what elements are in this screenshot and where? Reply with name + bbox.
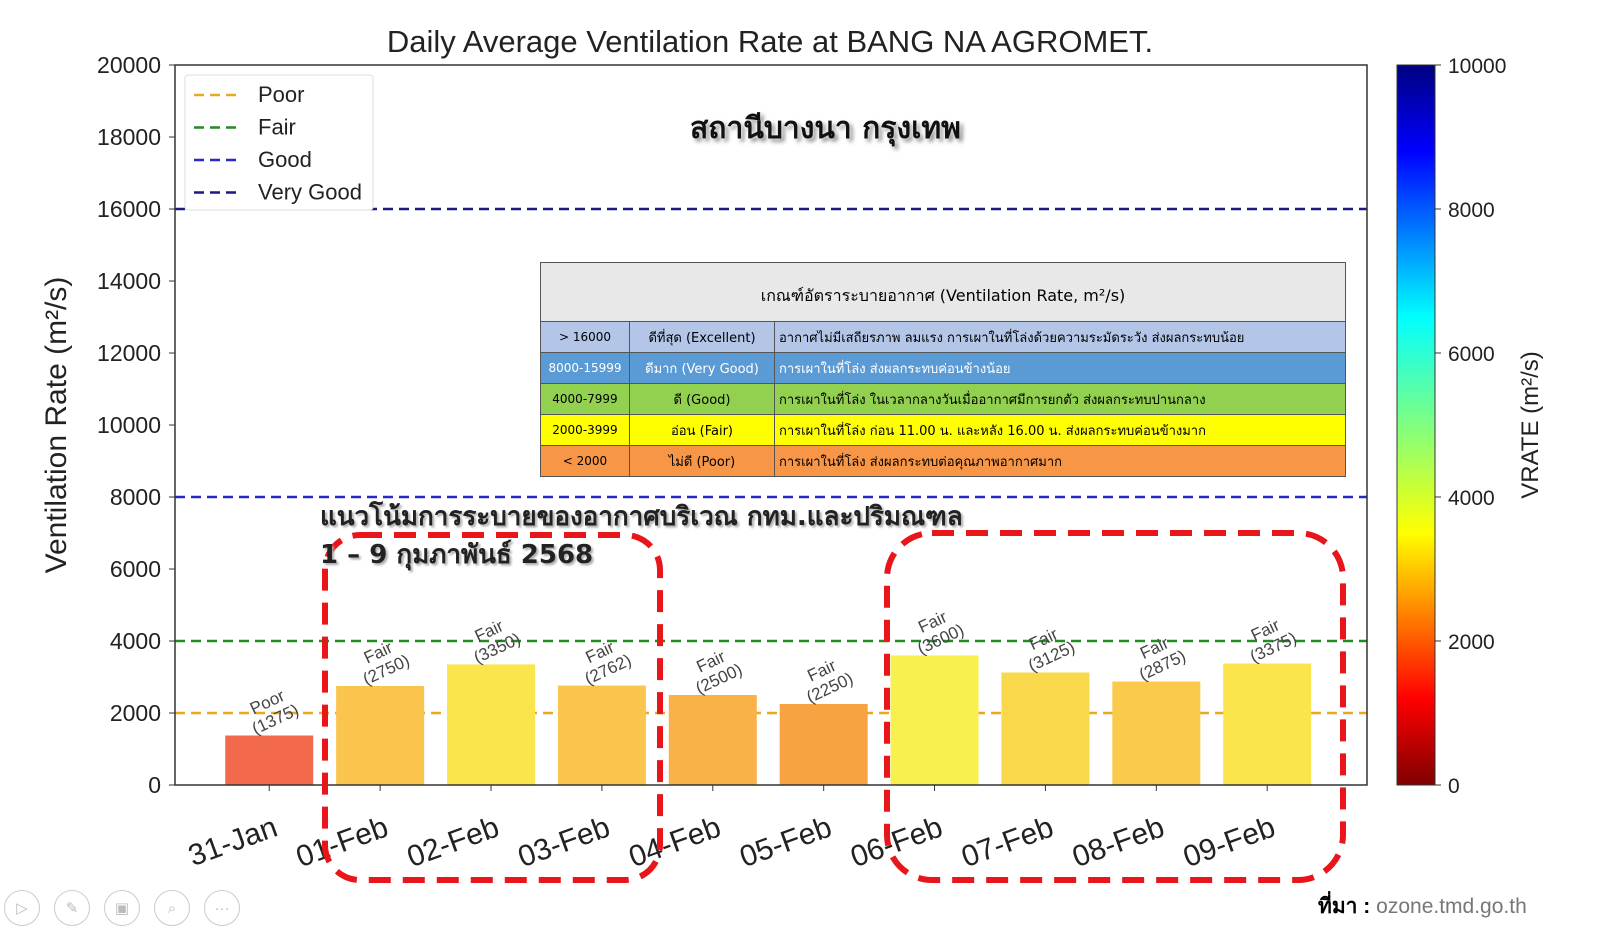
y-tick-label: 12000 (97, 340, 161, 366)
legend: Poor Fair Good Very Good (184, 74, 374, 211)
criteria-row: 2000-3999 อ่อน (Fair) การเผาในที่โล่ง ก่อน… (540, 414, 1346, 446)
x-tick-label: 01-Feb (292, 811, 393, 875)
y-axis-label: Ventilation Rate (m²/s) (40, 277, 73, 574)
bar (1223, 663, 1312, 785)
bar-label: Poor(1375) (241, 683, 302, 738)
y-tick-label: 2000 (110, 700, 161, 726)
y-tick-label: 0 (148, 772, 161, 798)
bar (779, 704, 868, 785)
colorbar-tick-label: 2000 (1448, 631, 1495, 654)
more-icon[interactable]: ··· (204, 890, 240, 926)
legend-label: Fair (258, 115, 296, 140)
x-tick-label: 07-Feb (957, 811, 1058, 875)
y-tick-label: 8000 (110, 484, 161, 510)
criteria-range: 4000-7999 (540, 383, 630, 415)
chart-title: Daily Average Ventilation Rate at BANG N… (387, 24, 1153, 59)
colorbar-tick-label: 0 (1448, 775, 1460, 798)
criteria-desc: การเผาในที่โล่ง ส่งผลกระทบต่อคุณภาพอากาศ… (774, 445, 1346, 477)
bar (557, 685, 646, 785)
bar (1112, 681, 1201, 785)
colorbar-tick-label: 10000 (1448, 55, 1506, 78)
y-tick-label: 4000 (110, 628, 161, 654)
bar-label: Fair(3600) (906, 603, 967, 658)
criteria-table: เกณฑ์อัตราระบายอากาศ (Ventilation Rate, … (540, 262, 1346, 477)
highlight-box-1 (322, 532, 663, 883)
trend-text-line1: แนวโน้มการระบายของอากาศบริเวณ กทม.และปริ… (320, 502, 963, 532)
x-tick-label: 05-Feb (735, 811, 836, 875)
legend-label: Good (258, 147, 312, 172)
criteria-range: < 2000 (540, 445, 630, 477)
slideshow-toolbar: ▷ ✎ ▣ ⌕ ··· (4, 890, 240, 926)
criteria-level: ดีมาก (Very Good) (629, 352, 775, 384)
bar-label: Fair(3375) (1239, 611, 1300, 666)
bar-label: Fair(3125) (1017, 620, 1078, 675)
x-tick-label: 09-Feb (1179, 811, 1280, 875)
highlight-box-2 (884, 530, 1346, 883)
bar (225, 735, 314, 785)
criteria-level: ดี (Good) (629, 383, 775, 415)
bar-label: Fair(2250) (795, 652, 856, 707)
y-tick-label: 16000 (97, 196, 161, 222)
bar (1001, 672, 1090, 785)
bar (890, 655, 979, 785)
trend-text-line2: 1 – 9 กุมภาพันธ์ 2568 (320, 540, 594, 570)
criteria-row: 4000-7999 ดี (Good) การเผาในที่โล่ง ในเวลา… (540, 383, 1346, 415)
criteria-row: > 16000 ดีที่สุด (Excellent) อากาศไม่มีเสถ… (540, 321, 1346, 353)
criteria-range: > 16000 (540, 321, 630, 353)
pen-icon[interactable]: ✎ (54, 890, 90, 926)
criteria-level: ไม่ดี (Poor) (629, 445, 775, 477)
bar-label: Fair(3350) (463, 612, 524, 667)
criteria-desc: อากาศไม่มีเสถียรภาพ ลมแรง การเผาในที่โล่… (774, 321, 1346, 353)
legend-label: Poor (258, 82, 304, 107)
y-tick-label: 6000 (110, 556, 161, 582)
x-tick-label: 04-Feb (625, 811, 726, 875)
bar (447, 664, 536, 785)
zoom-icon[interactable]: ⌕ (154, 890, 190, 926)
colorbar-tick-label: 6000 (1448, 343, 1495, 366)
criteria-level: อ่อน (Fair) (629, 414, 775, 446)
bar (336, 686, 425, 785)
plot-frame (174, 64, 1368, 786)
y-tick-label: 10000 (97, 412, 161, 438)
criteria-range: 2000-3999 (540, 414, 630, 446)
source-url: ozone.tmd.go.th (1376, 895, 1527, 918)
y-tick-label: 20000 (97, 52, 161, 78)
criteria-desc: การเผาในที่โล่ง ส่งผลกระทบค่อนข้างน้อย (774, 352, 1346, 384)
criteria-desc: การเผาในที่โล่ง ก่อน 11.00 น. และหลัง 16… (774, 414, 1346, 446)
x-tick-label: 02-Feb (403, 811, 504, 875)
x-tick-label: 31-Jan (184, 811, 281, 873)
bar-label: Fair(2875) (1128, 629, 1189, 684)
play-icon[interactable]: ▷ (4, 890, 40, 926)
y-tick-label: 18000 (97, 124, 161, 150)
criteria-level: ดีที่สุด (Excellent) (629, 321, 775, 353)
y-tick-label: 14000 (97, 268, 161, 294)
slides-icon[interactable]: ▣ (104, 890, 140, 926)
source-label: ที่มา : (1318, 895, 1371, 918)
source-note: ที่มา : ozone.tmd.go.th (1318, 890, 1527, 923)
criteria-desc: การเผาในที่โล่ง ในเวลากลางวันเมื่ออากาศม… (774, 383, 1346, 415)
legend-label: Very Good (258, 180, 362, 205)
colorbar-tick-label: 4000 (1448, 487, 1495, 510)
bar (668, 695, 757, 785)
colorbar-tick-label: 8000 (1448, 199, 1495, 222)
criteria-header: เกณฑ์อัตราระบายอากาศ (Ventilation Rate, … (540, 262, 1346, 322)
criteria-row: < 2000 ไม่ดี (Poor) การเผาในที่โล่ง ส่งผลก… (540, 445, 1346, 477)
x-tick-label: 08-Feb (1068, 811, 1169, 875)
criteria-range: 8000-15999 (540, 352, 630, 384)
station-title: สถานีบางนา กรุงเทพ (690, 111, 961, 146)
criteria-row: 8000-15999 ดีมาก (Very Good) การเผาในที่โล… (540, 352, 1346, 384)
bar-label: Fair(2500) (685, 643, 746, 698)
colorbar (1396, 64, 1436, 786)
colorbar-label: VRATE (m²/s) (1517, 351, 1544, 499)
x-tick-label: 03-Feb (514, 811, 615, 875)
